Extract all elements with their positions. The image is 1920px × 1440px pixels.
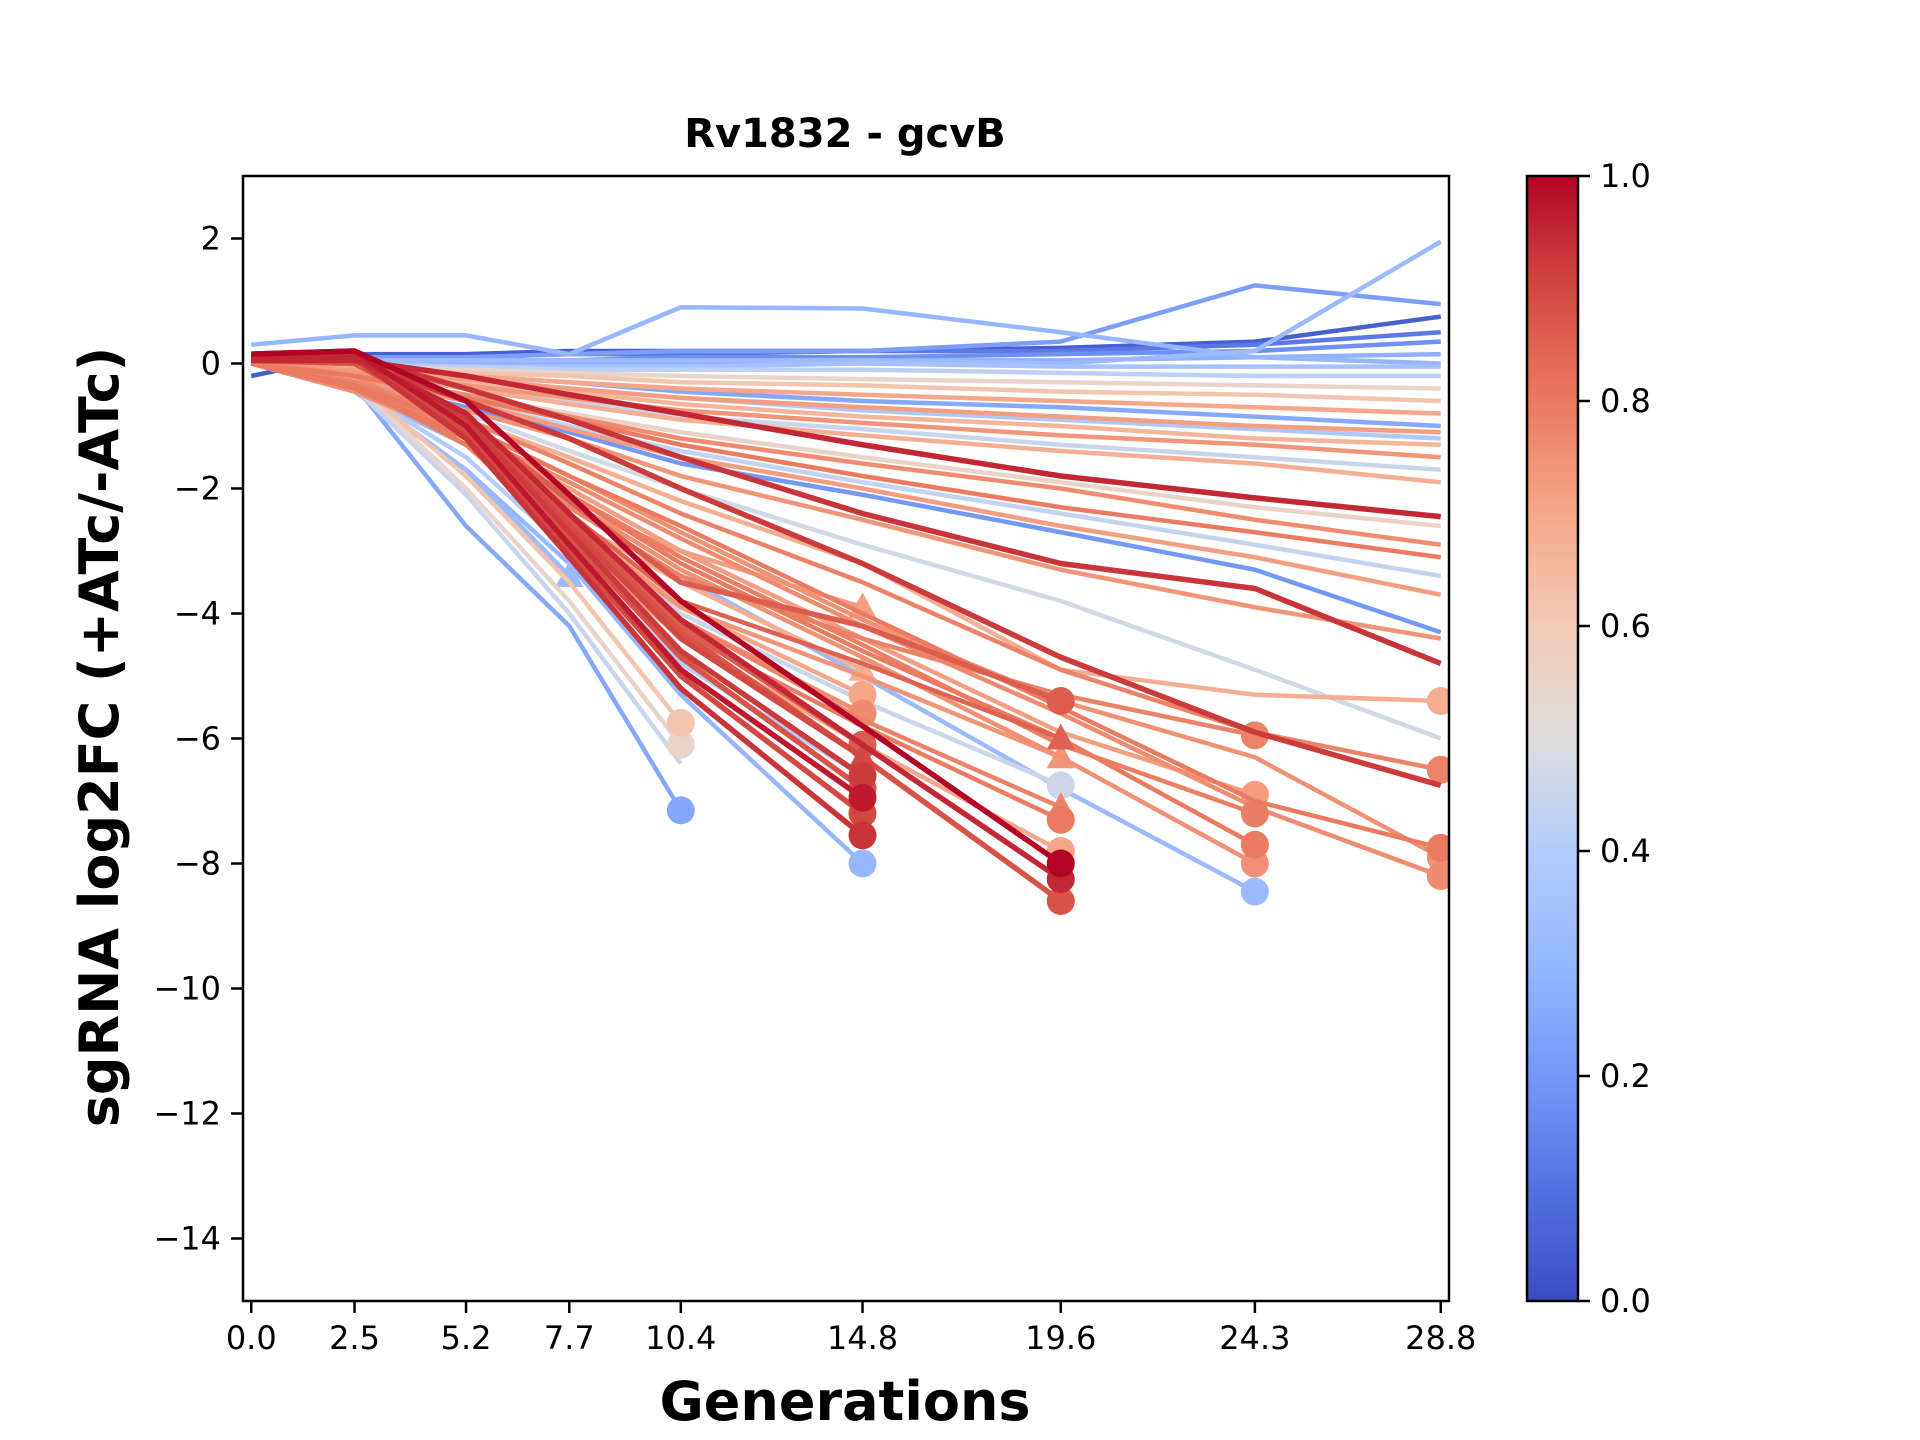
colorbar-frame [1525,174,1580,1303]
colorbar-tick-label: 0.4 [1600,832,1651,870]
endpoint-circle-marker [1046,687,1075,715]
x-axis: 0.0 2.5 5.2 7.7 10.4 14.8 19.6 24.3 28.8 [226,1301,1476,1357]
endpoint-circle-marker [1046,805,1075,834]
x-tick-label: 7.7 [544,1319,595,1357]
y-tick-label: −8 [174,845,221,883]
y-tick-label: −14 [153,1220,221,1258]
series-line [250,361,1442,641]
series-line [251,283,1441,360]
x-tick-label: 5.2 [441,1319,492,1357]
endpoint-circle-marker [666,708,695,737]
x-tick-label: 2.5 [329,1319,380,1357]
x-tick-label: 28.8 [1405,1319,1476,1357]
x-axis-label: Generations [659,1370,1030,1433]
endpoint-circle-marker [848,849,877,878]
endpoint-circle-marker [1046,887,1075,915]
colorbar-tick-label: 0.2 [1600,1057,1651,1095]
x-tick-label: 10.4 [645,1319,716,1357]
y-axis-label: sgRNA log2FC (+ATc/-ATc) [68,347,131,1128]
y-axis: 2 0 −2 −4 −6 −8 −10 −12 −14 [153,220,243,1258]
endpoint-triangle-marker [1046,723,1075,750]
colorbar-tick-label: 0.8 [1600,382,1651,420]
series-line [250,361,1442,851]
endpoint-circle-marker [1426,687,1449,715]
y-tick-label: −6 [174,720,221,758]
series-line [251,354,1063,882]
y-tick-label: −12 [153,1095,221,1133]
endpoint-circle-marker [666,730,695,759]
endpoint-triangle-marker [555,561,584,587]
series-line-group [251,283,1441,360]
endpoint-triangle-marker [848,742,877,769]
y-tick-label: −2 [174,470,221,508]
endpoint-circle-marker [848,783,877,812]
x-tick-label: 19.6 [1025,1319,1096,1357]
endpoint-circle-marker [1426,862,1449,890]
endpoint-circle-marker [1046,771,1075,800]
x-tick-label: 24.3 [1219,1319,1290,1357]
endpoint-circle-marker [1240,799,1269,828]
series-line-group [251,348,1075,878]
colorbar-ticks: 0.0 0.2 0.4 0.6 0.8 1.0 [1578,157,1651,1320]
series-line [250,361,1442,772]
endpoint-circle-marker [1426,833,1449,862]
y-tick-label: −10 [153,970,221,1008]
series-line-group [250,361,1442,641]
series-line [250,361,1256,866]
y-tick-label: 2 [201,220,221,258]
endpoint-circle-marker [1046,849,1075,878]
colorbar-fill [1527,176,1578,1301]
colorbar-tick-label: 1.0 [1600,157,1651,195]
chart-title: Rv1832 - gcvB [684,111,1006,157]
endpoint-circle-marker [1240,830,1269,859]
endpoint-circle-marker [848,821,877,850]
colorbar-tick-label: 0.0 [1600,1282,1651,1320]
endpoint-circle-marker [848,762,877,790]
x-tick-label: 0.0 [226,1319,277,1357]
series-layer [250,239,1449,915]
colorbar: 0.0 0.2 0.4 0.6 0.8 1.0 [1525,157,1651,1320]
endpoint-circle-marker [1426,755,1449,784]
x-tick-label: 14.8 [827,1319,898,1357]
colorbar-tick-label: 0.6 [1600,607,1651,645]
y-tick-label: 0 [201,345,221,383]
series-line-group [250,361,1449,862]
series-line-group [251,305,1441,366]
series-line-group [251,239,1442,366]
endpoint-circle-marker [666,796,695,825]
series-line [251,348,1063,866]
series-line [251,239,1442,366]
y-tick-label: −4 [174,595,221,633]
series-line [251,305,1441,366]
series-line-group [250,361,1449,784]
endpoint-circle-marker [1240,877,1269,906]
